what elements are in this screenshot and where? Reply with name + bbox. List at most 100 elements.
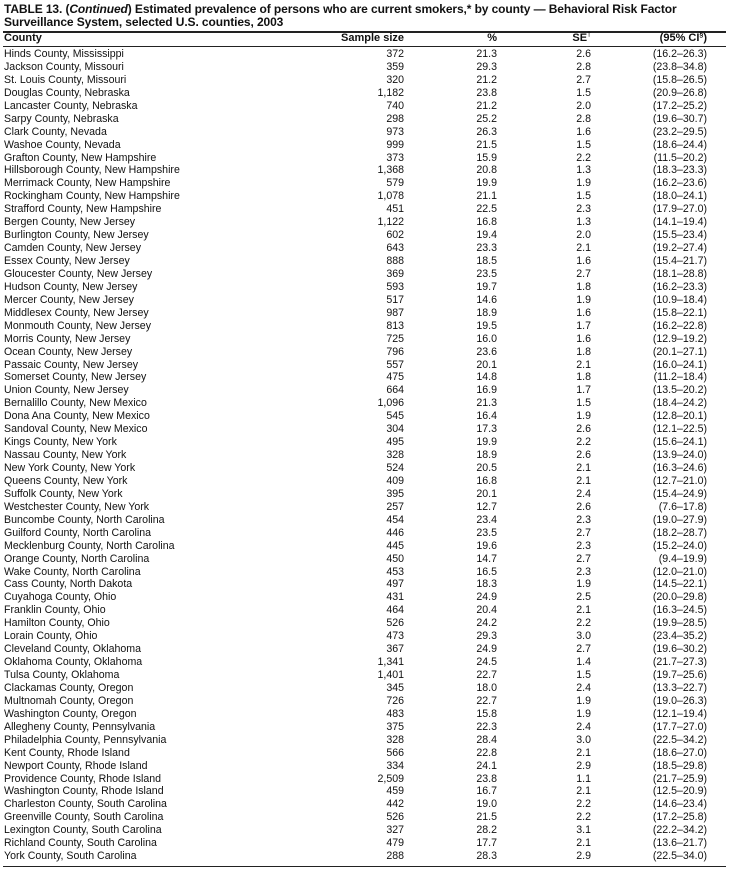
cell-sample-size: 445 [386, 539, 404, 552]
cell-sample-size: 643 [386, 242, 404, 255]
cell-percent: 22.7 [476, 669, 497, 681]
cell-ci: (19.6–30.7) [652, 112, 707, 125]
cell-county: Burlington County, New Jersey [4, 229, 149, 242]
cell-se: 2.6 [576, 48, 591, 60]
cell-sample-size: 1,122 [377, 216, 404, 229]
cell-se: 1.6 [576, 332, 591, 345]
cell-ci: (20.1–27.1) [652, 345, 707, 358]
cell-percent: 21.5 [476, 811, 497, 824]
cell-county: Oklahoma County, Oklahoma [4, 656, 143, 669]
cell-se: 2.1 [576, 358, 591, 371]
cell-sample-size: 557 [386, 358, 404, 371]
cell-percent: 20.4 [476, 604, 497, 617]
cell-percent: 28.4 [476, 733, 497, 746]
cell-county: Gloucester County, New Jersey [4, 267, 153, 280]
cell-ci: (19.7–25.6) [652, 669, 707, 681]
table-row: Monmouth County, New Jersey 813 19.5 1.7 (16… [0, 320, 729, 333]
cell-sample-size: 524 [386, 462, 404, 474]
cell-se: 2.1 [576, 474, 591, 487]
cell-county: York County, South Carolina [4, 850, 137, 863]
cell-ci: (21.7–25.9) [652, 772, 707, 785]
cell-percent: 22.3 [476, 720, 497, 733]
cell-county: Dona Ana County, New Mexico [4, 410, 150, 423]
cell-sample-size: 1,096 [377, 397, 404, 410]
cell-ci: (7.6–17.8) [658, 500, 707, 513]
table-row: Douglas County, Nebraska 1,182 23.8 1.5 (20.… [0, 87, 729, 100]
cell-county: Orange County, North Carolina [4, 552, 150, 565]
table-row: Buncombe County, North Carolina 454 23.4 2.… [0, 514, 729, 527]
cell-percent: 23.4 [476, 513, 497, 526]
cell-sample-size: 320 [386, 73, 404, 86]
cell-county: Tulsa County, Oklahoma [4, 669, 120, 681]
cell-percent: 22.7 [476, 694, 497, 707]
cell-sample-size: 288 [386, 850, 404, 863]
table-row: Burlington County, New Jersey 602 19.4 2.0 (… [0, 229, 729, 242]
cell-ci: (10.9–18.4) [652, 293, 707, 306]
cell-percent: 19.4 [476, 229, 497, 242]
cell-percent: 20.5 [476, 462, 497, 474]
cell-percent: 19.7 [476, 280, 497, 293]
header-rule [3, 46, 726, 47]
cell-percent: 19.9 [476, 177, 497, 190]
cell-county: Monmouth County, New Jersey [4, 319, 151, 332]
cell-sample-size: 334 [386, 759, 404, 772]
header-percent: % [487, 32, 497, 44]
cell-percent: 18.9 [476, 449, 497, 462]
cell-ci: (12.9–19.2) [652, 332, 707, 345]
table-row: New York County, New York 524 20.5 2.1 (16.3… [0, 462, 729, 475]
cell-ci: (18.2–28.7) [652, 526, 707, 539]
cell-ci: (14.1–19.4) [652, 216, 707, 229]
cell-ci: (22.5–34.2) [652, 733, 707, 746]
cell-county: Sarpy County, Nebraska [4, 112, 119, 125]
cell-county: Jackson County, Missouri [4, 60, 124, 73]
table-row: Bergen County, New Jersey 1,122 16.8 1.3 (14… [0, 216, 729, 229]
cell-ci: (15.2–24.0) [652, 539, 707, 552]
cell-percent: 16.7 [476, 785, 497, 798]
cell-county: Mercer County, New Jersey [4, 293, 134, 306]
cell-percent: 17.7 [476, 837, 497, 850]
cell-percent: 17.3 [476, 423, 497, 436]
cell-ci: (18.4–24.2) [652, 397, 707, 410]
cell-ci: (12.7–21.0) [652, 474, 707, 487]
cell-se: 1.6 [576, 306, 591, 319]
cell-se: 2.4 [576, 681, 591, 694]
cell-se: 1.6 [576, 255, 591, 267]
title-continued: Continued [69, 2, 128, 16]
table-row: Essex County, New Jersey 888 18.5 1.6 (15.4–… [0, 255, 729, 268]
table-row: Greenville County, South Carolina 526 21.5… [0, 811, 729, 824]
cell-ci: (20.0–29.8) [652, 591, 707, 604]
cell-percent: 26.3 [476, 125, 497, 138]
table-row: Strafford County, New Hampshire 451 22.5 2.… [0, 203, 729, 216]
cell-sample-size: 497 [386, 578, 404, 591]
table-row: Somerset County, New Jersey 475 14.8 1.8 (11… [0, 371, 729, 384]
table-row: Jackson County, Missouri 359 29.3 2.8 (23.8–… [0, 61, 729, 74]
cell-ci: (12.8–20.1) [652, 410, 707, 423]
cell-se: 1.7 [576, 319, 591, 332]
cell-percent: 29.3 [476, 60, 497, 73]
cell-se: 2.7 [576, 552, 591, 565]
cell-sample-size: 545 [386, 410, 404, 423]
cell-se: 1.9 [576, 707, 591, 720]
cell-county: Passaic County, New Jersey [4, 358, 139, 371]
cell-county: Morris County, New Jersey [4, 332, 131, 345]
cell-percent: 14.6 [476, 293, 497, 306]
cell-county: Guilford County, North Carolina [4, 526, 152, 539]
cell-county: Essex County, New Jersey [4, 255, 130, 267]
cell-sample-size: 375 [386, 720, 404, 733]
cell-se: 2.3 [576, 513, 591, 526]
cell-se: 1.9 [576, 694, 591, 707]
cell-sample-size: 409 [386, 474, 404, 487]
cell-sample-size: 473 [386, 630, 404, 643]
cell-sample-size: 327 [386, 824, 404, 837]
table-row: Cuyahoga County, Ohio 431 24.9 2.5 (20.0–29.… [0, 591, 729, 604]
cell-sample-size: 479 [386, 837, 404, 850]
cell-ci: (19.0–26.3) [652, 694, 707, 707]
cell-se: 2.2 [576, 811, 591, 824]
cell-sample-size: 664 [386, 384, 404, 397]
cell-county: Wake County, North Carolina [4, 565, 141, 578]
cell-county: Franklin County, Ohio [4, 604, 106, 617]
table-row: York County, South Carolina 288 28.3 2.9 (22… [0, 850, 729, 863]
cell-county: Queens County, New York [4, 474, 128, 487]
cell-county: New York County, New York [4, 462, 136, 474]
cell-sample-size: 740 [386, 99, 404, 112]
